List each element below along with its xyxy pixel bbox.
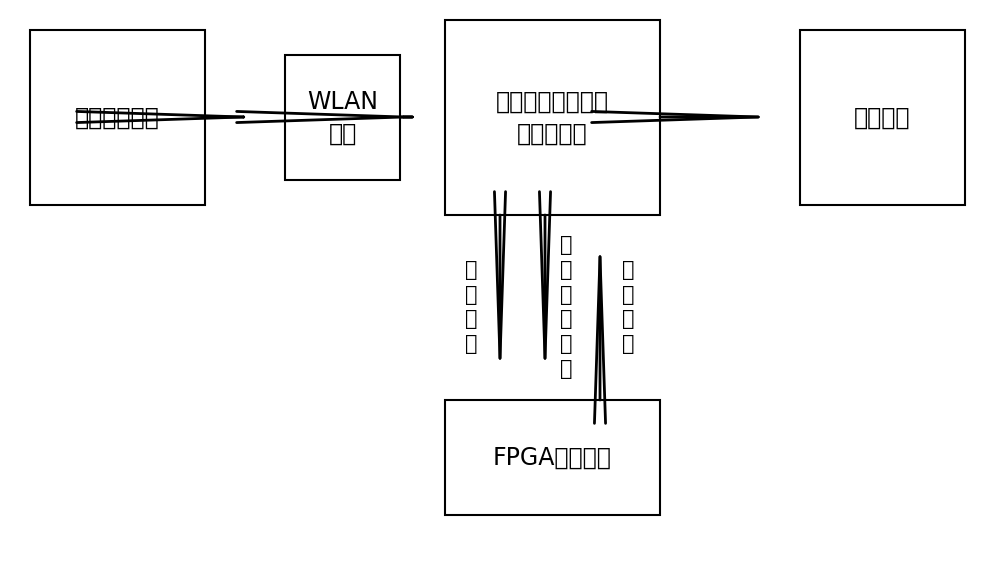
Text: 智能光电信息处理
上位机软件: 智能光电信息处理 上位机软件 [496, 90, 609, 145]
Bar [30, 30, 205, 205]
Text: 图
像
数
据: 图 像 数 据 [466, 260, 478, 354]
Bar [445, 400, 660, 515]
Text: 识
别
结
果: 识 别 结 果 [622, 260, 635, 354]
Text: 网
络
权
重
参
数: 网 络 权 重 参 数 [560, 235, 572, 379]
Bar [285, 55, 400, 180]
Text: 结果显示: 结果显示 [854, 106, 911, 130]
Text: FPGA加速单元: FPGA加速单元 [493, 445, 612, 470]
Bar [445, 20, 660, 215]
Text: 图像采集设备: 图像采集设备 [75, 106, 160, 130]
Text: WLAN
网口: WLAN 网口 [307, 90, 378, 145]
Bar [800, 30, 965, 205]
